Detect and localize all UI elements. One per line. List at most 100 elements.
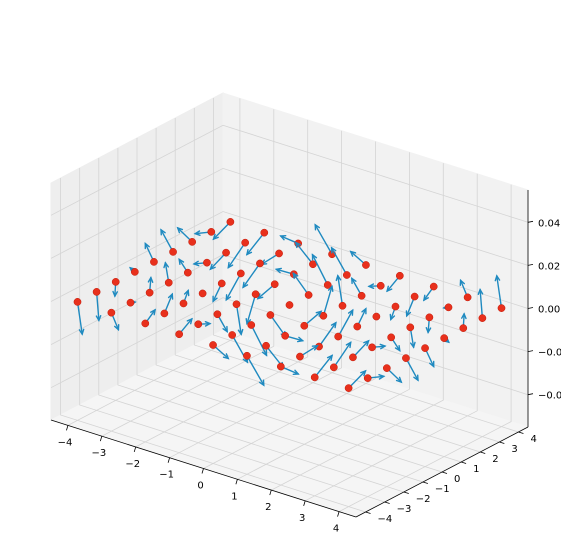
data-point [382, 364, 391, 372]
z-tick-mark [527, 220, 534, 223]
quiver-arrow-head [363, 339, 370, 347]
quiver-arrow-head [144, 242, 150, 250]
y-grid-line [212, 98, 519, 433]
x-tick-mark [235, 479, 238, 485]
quiver-arrow-head [461, 312, 467, 320]
quiver-arrow-head [225, 294, 232, 302]
data-point [410, 292, 419, 301]
quiver-arrow-head [386, 285, 393, 293]
data-point [296, 352, 304, 361]
quiver-arrow-head [112, 290, 119, 298]
z-tick-label: −0.02 [538, 348, 561, 359]
quiver-arrow-head [113, 324, 120, 332]
x-grid-line [271, 163, 444, 491]
quiver-arrow-head [222, 353, 230, 360]
x-tick-label: 4 [333, 524, 339, 535]
data-point [232, 300, 241, 309]
quiver-arrow-head [394, 345, 401, 352]
data-point [497, 304, 506, 312]
quiver-arrow-head [212, 295, 218, 303]
data-point [179, 299, 188, 308]
quiver-arrow-head [209, 263, 216, 271]
quiver-arrow-head [256, 293, 264, 300]
data-point [342, 271, 351, 279]
quiver-arrow [333, 341, 352, 369]
quiver-arrow-head [429, 360, 435, 368]
quiver-arrow-head [259, 379, 265, 387]
y-tick-label: −4 [378, 514, 393, 525]
data-point [256, 259, 264, 268]
quiver-arrow-head [311, 253, 318, 261]
data-point [421, 344, 429, 352]
data-point [228, 331, 237, 339]
quiver-arrow [76, 301, 83, 335]
quiver-arrow-head [395, 376, 403, 384]
y-tick-mark [480, 451, 486, 454]
quiver-arrow [337, 274, 344, 307]
data-point [338, 301, 347, 310]
data-point [194, 320, 203, 329]
quiver-arrow-head [335, 274, 342, 282]
y-grid-line [79, 168, 385, 503]
data-point [444, 303, 453, 312]
data-point [363, 374, 372, 382]
data-point [372, 312, 381, 321]
quiver-arrow-head [204, 321, 212, 327]
data-point [357, 291, 366, 300]
z-grid-line [50, 124, 529, 223]
quiver-arrow [250, 324, 268, 357]
quiver-arrow-head [330, 246, 337, 254]
quiver-arrow-head [378, 374, 386, 380]
z-tick-label: 0.00 [538, 305, 560, 316]
data-point [349, 353, 357, 362]
data-point [376, 281, 385, 290]
data-point [395, 271, 404, 280]
y-tick-label: −1 [435, 484, 450, 495]
data-point [241, 238, 250, 247]
data-point [334, 332, 343, 341]
data-point [323, 281, 332, 289]
data-point [353, 322, 362, 331]
quiver-arrow [295, 241, 314, 265]
data-point [275, 249, 283, 258]
data-point [175, 330, 184, 339]
quiver-arrow-head [186, 317, 193, 325]
y-tick-mark [422, 481, 429, 484]
x-tick-label: −2 [125, 459, 140, 470]
quiver-arrow-head [413, 374, 419, 382]
quiver-arrow-head [494, 274, 501, 282]
data-point [209, 341, 217, 349]
quiver-arrow-head [178, 258, 185, 265]
quiver-arrow-head [311, 344, 319, 351]
quiver-arrow-head [176, 226, 184, 234]
y-grid-line [193, 108, 500, 443]
z-tick-label: 0.02 [538, 261, 560, 272]
quiver-arrow [246, 231, 265, 256]
y-tick-label: 1 [473, 464, 479, 475]
quiver-arrow-head [297, 336, 305, 343]
y-grid-line [136, 138, 443, 473]
x-tick-mark [201, 468, 204, 474]
quiver-arrow-head [330, 321, 337, 329]
quiver-arrow-head [459, 278, 465, 286]
x-tick-mark [66, 425, 69, 431]
data-point [262, 341, 270, 350]
quiver-arrow-head [292, 272, 299, 280]
data-point [251, 290, 260, 299]
quiver-arrow [311, 253, 329, 286]
data-point [387, 333, 396, 342]
x-tick-mark [167, 457, 170, 463]
data-point [226, 218, 235, 226]
quiver-arrow-head [222, 325, 228, 333]
quiver-arrow [246, 355, 265, 386]
data-point [304, 291, 313, 299]
quiver-arrow-head [242, 281, 249, 289]
quiver-arrow-head [192, 260, 200, 267]
quiver-arrow [225, 272, 242, 301]
quiver-arrow-head [237, 328, 244, 336]
quiver-arrow-head [294, 241, 301, 249]
z-tick-mark [527, 264, 534, 266]
quiver-arrow [212, 221, 232, 240]
quiver-arrow [330, 247, 348, 276]
